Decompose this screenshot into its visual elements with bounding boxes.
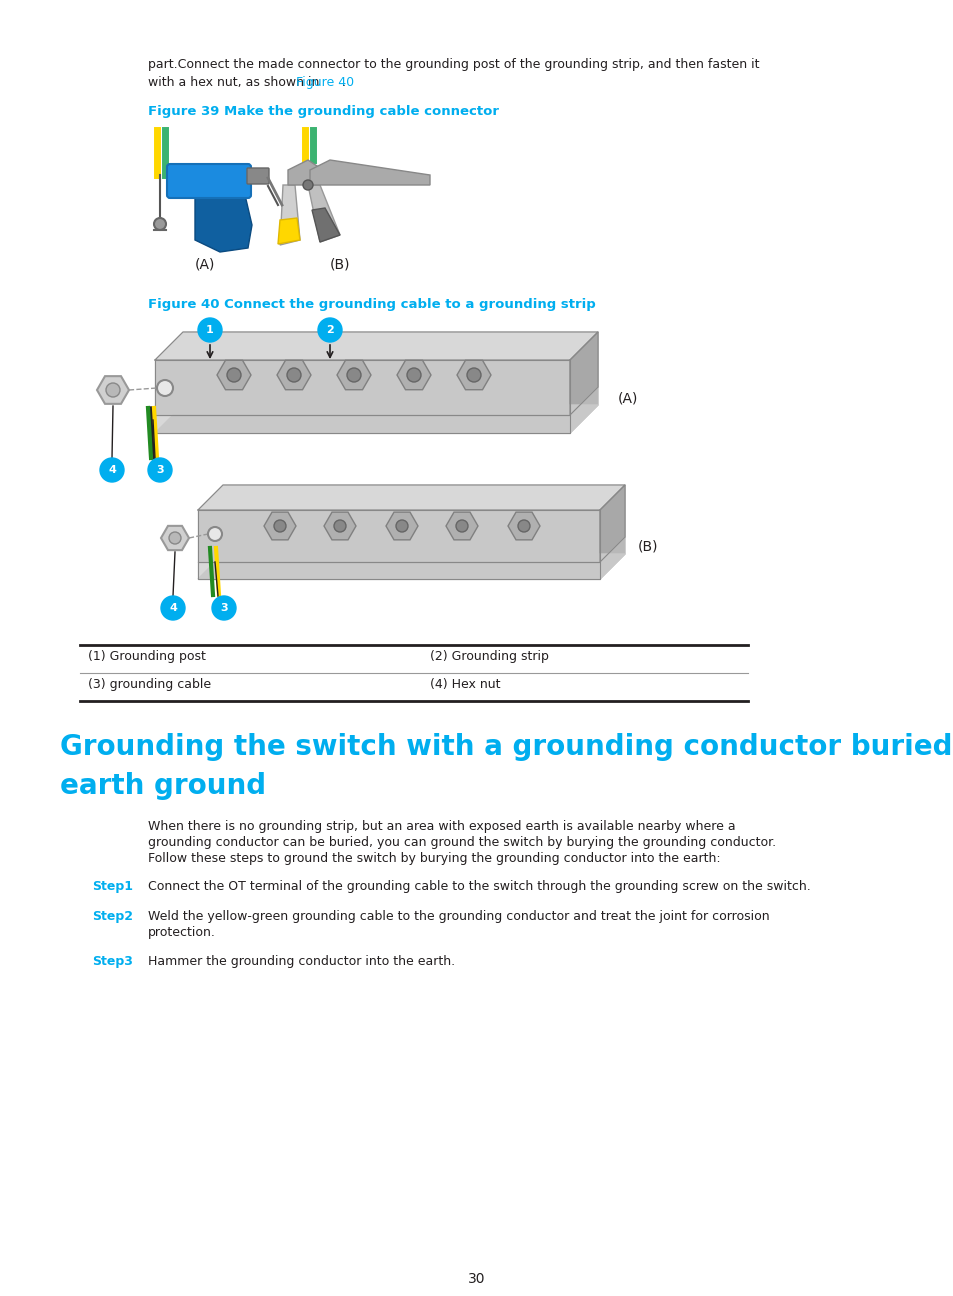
- Text: (A): (A): [618, 391, 638, 404]
- Polygon shape: [312, 207, 339, 242]
- Circle shape: [395, 520, 408, 531]
- Text: 4: 4: [169, 603, 176, 613]
- Text: Step3: Step3: [91, 955, 132, 968]
- FancyBboxPatch shape: [247, 168, 269, 184]
- Polygon shape: [599, 485, 624, 562]
- Text: (B): (B): [638, 539, 658, 553]
- Text: Step2: Step2: [91, 910, 132, 923]
- Text: Figure 40 Connect the grounding cable to a grounding strip: Figure 40 Connect the grounding cable to…: [148, 298, 595, 311]
- Text: (1) Grounding post: (1) Grounding post: [88, 651, 206, 664]
- Text: Figure 40: Figure 40: [295, 76, 354, 89]
- Polygon shape: [198, 511, 599, 562]
- Circle shape: [227, 368, 241, 382]
- Text: Weld the yellow-green grounding cable to the grounding conductor and treat the j: Weld the yellow-green grounding cable to…: [148, 910, 769, 923]
- Text: Figure 39 Make the grounding cable connector: Figure 39 Make the grounding cable conne…: [148, 105, 498, 118]
- Circle shape: [198, 318, 222, 342]
- Text: Grounding the switch with a grounding conductor buried in the: Grounding the switch with a grounding co…: [60, 734, 953, 761]
- Text: grounding conductor can be buried, you can ground the switch by burying the grou: grounding conductor can be buried, you c…: [148, 836, 776, 849]
- Text: with a hex nut, as shown in: with a hex nut, as shown in: [148, 76, 323, 89]
- Text: When there is no grounding strip, but an area with exposed earth is available ne: When there is no grounding strip, but an…: [148, 820, 735, 833]
- Text: (B): (B): [330, 258, 350, 272]
- Polygon shape: [198, 553, 624, 579]
- Text: 4: 4: [108, 465, 116, 476]
- Circle shape: [303, 180, 313, 191]
- Circle shape: [157, 380, 172, 397]
- Circle shape: [148, 457, 172, 482]
- Text: Follow these steps to ground the switch by burying the grounding conductor into : Follow these steps to ground the switch …: [148, 851, 720, 864]
- Text: (A): (A): [194, 258, 215, 272]
- Polygon shape: [154, 415, 569, 433]
- Polygon shape: [288, 159, 319, 185]
- Polygon shape: [198, 562, 599, 579]
- Polygon shape: [599, 537, 624, 579]
- Text: 30: 30: [468, 1271, 485, 1286]
- Circle shape: [208, 527, 222, 540]
- Polygon shape: [308, 185, 339, 242]
- Circle shape: [100, 457, 124, 482]
- Text: 1: 1: [206, 325, 213, 334]
- Circle shape: [287, 368, 301, 382]
- Text: (4) Hex nut: (4) Hex nut: [430, 678, 500, 691]
- Circle shape: [169, 531, 181, 544]
- Text: (3) grounding cable: (3) grounding cable: [88, 678, 211, 691]
- Text: Connect the OT terminal of the grounding cable to the switch through the groundi: Connect the OT terminal of the grounding…: [148, 880, 810, 893]
- Circle shape: [347, 368, 360, 382]
- Text: earth ground: earth ground: [60, 772, 266, 800]
- Text: 3: 3: [220, 603, 228, 613]
- Circle shape: [517, 520, 530, 531]
- Text: Step1: Step1: [91, 880, 132, 893]
- Circle shape: [274, 520, 286, 531]
- Text: .: .: [341, 76, 346, 89]
- Polygon shape: [310, 159, 430, 185]
- Circle shape: [407, 368, 420, 382]
- Polygon shape: [154, 360, 569, 415]
- Text: part.Connect the made connector to the grounding post of the grounding strip, an: part.Connect the made connector to the g…: [148, 58, 759, 71]
- Polygon shape: [569, 388, 598, 433]
- Circle shape: [334, 520, 346, 531]
- Polygon shape: [194, 194, 252, 251]
- Circle shape: [212, 596, 235, 619]
- Polygon shape: [154, 404, 598, 433]
- FancyBboxPatch shape: [167, 165, 251, 198]
- Polygon shape: [277, 218, 299, 244]
- Circle shape: [106, 384, 120, 397]
- Text: Hammer the grounding conductor into the earth.: Hammer the grounding conductor into the …: [148, 955, 455, 968]
- Text: 3: 3: [156, 465, 164, 476]
- Polygon shape: [154, 332, 598, 360]
- Circle shape: [456, 520, 468, 531]
- Text: protection.: protection.: [148, 927, 215, 940]
- Circle shape: [467, 368, 480, 382]
- Polygon shape: [198, 485, 624, 511]
- Circle shape: [161, 596, 185, 619]
- Circle shape: [317, 318, 341, 342]
- Text: 2: 2: [326, 325, 334, 334]
- Polygon shape: [569, 332, 598, 415]
- Text: (2) Grounding strip: (2) Grounding strip: [430, 651, 548, 664]
- Circle shape: [153, 218, 166, 229]
- Polygon shape: [280, 185, 299, 245]
